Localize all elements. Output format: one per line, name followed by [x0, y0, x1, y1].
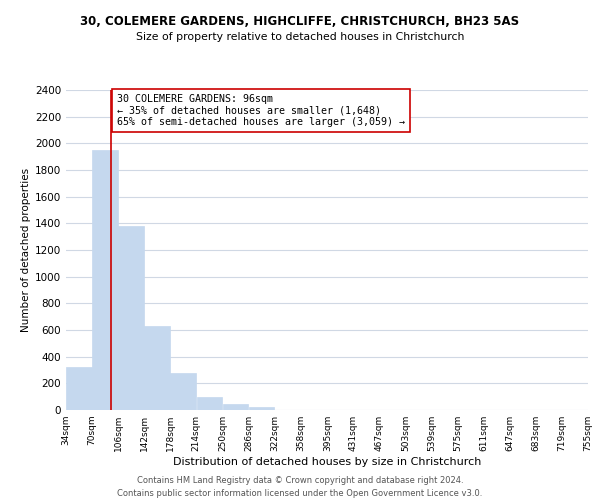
- Bar: [248, 408, 274, 410]
- Bar: [223, 404, 248, 410]
- Bar: [66, 368, 92, 410]
- Y-axis label: Number of detached properties: Number of detached properties: [21, 168, 31, 332]
- Text: 30 COLEMERE GARDENS: 96sqm
← 35% of detached houses are smaller (1,648)
65% of s: 30 COLEMERE GARDENS: 96sqm ← 35% of deta…: [116, 94, 404, 127]
- Bar: [92, 150, 118, 410]
- Text: Contains HM Land Registry data © Crown copyright and database right 2024.
Contai: Contains HM Land Registry data © Crown c…: [118, 476, 482, 498]
- Bar: [145, 326, 170, 410]
- Bar: [197, 398, 222, 410]
- X-axis label: Distribution of detached houses by size in Christchurch: Distribution of detached houses by size …: [173, 457, 481, 467]
- Bar: [170, 374, 196, 410]
- Text: Size of property relative to detached houses in Christchurch: Size of property relative to detached ho…: [136, 32, 464, 42]
- Bar: [118, 226, 144, 410]
- Text: 30, COLEMERE GARDENS, HIGHCLIFFE, CHRISTCHURCH, BH23 5AS: 30, COLEMERE GARDENS, HIGHCLIFFE, CHRIST…: [80, 15, 520, 28]
